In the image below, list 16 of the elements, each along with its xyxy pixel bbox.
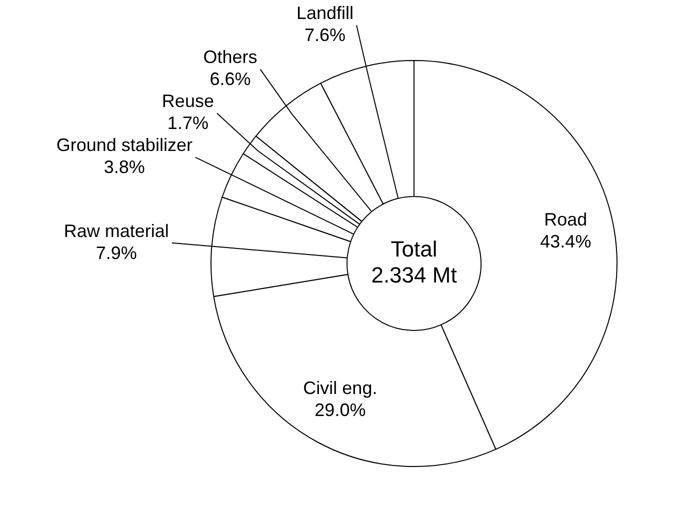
data-label: 3.8%: [104, 157, 145, 178]
slice-label: Road: [544, 210, 588, 230]
slice-label: Ground stabilizer: [56, 135, 192, 156]
data-label: 6.6%: [210, 69, 251, 90]
slice-label: Others: [203, 47, 258, 68]
data-label: 7.6%: [304, 25, 346, 46]
text: 2.334 Mt: [371, 262, 457, 288]
data-label: 1.7%: [167, 113, 208, 134]
slice-label: Reuse: [162, 91, 214, 112]
slice-label: Civil eng.: [303, 378, 378, 398]
data-label: 7.9%: [96, 242, 137, 263]
slice-label: Landfill: [296, 3, 354, 24]
slice-label: Raw material: [64, 220, 169, 241]
data-label: 29.0%: [314, 400, 366, 420]
data-label: 43.4%: [540, 232, 592, 252]
text: Total: [390, 236, 438, 262]
